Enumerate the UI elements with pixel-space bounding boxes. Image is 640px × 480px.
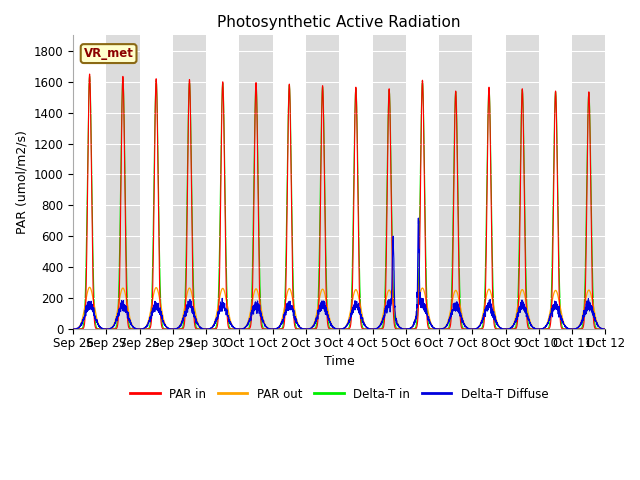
Y-axis label: PAR (umol/m2/s): PAR (umol/m2/s)	[15, 130, 28, 234]
X-axis label: Time: Time	[324, 355, 355, 368]
Bar	[173, 36, 206, 329]
Bar	[106, 36, 140, 329]
Bar	[239, 36, 273, 329]
Text: VR_met: VR_met	[84, 47, 134, 60]
Title: Photosynthetic Active Radiation: Photosynthetic Active Radiation	[218, 15, 461, 30]
Bar	[306, 36, 339, 329]
Bar	[572, 36, 605, 329]
Bar	[372, 36, 406, 329]
Bar	[506, 36, 539, 329]
Legend: PAR in, PAR out, Delta-T in, Delta-T Diffuse: PAR in, PAR out, Delta-T in, Delta-T Dif…	[125, 383, 553, 405]
Bar	[439, 36, 472, 329]
